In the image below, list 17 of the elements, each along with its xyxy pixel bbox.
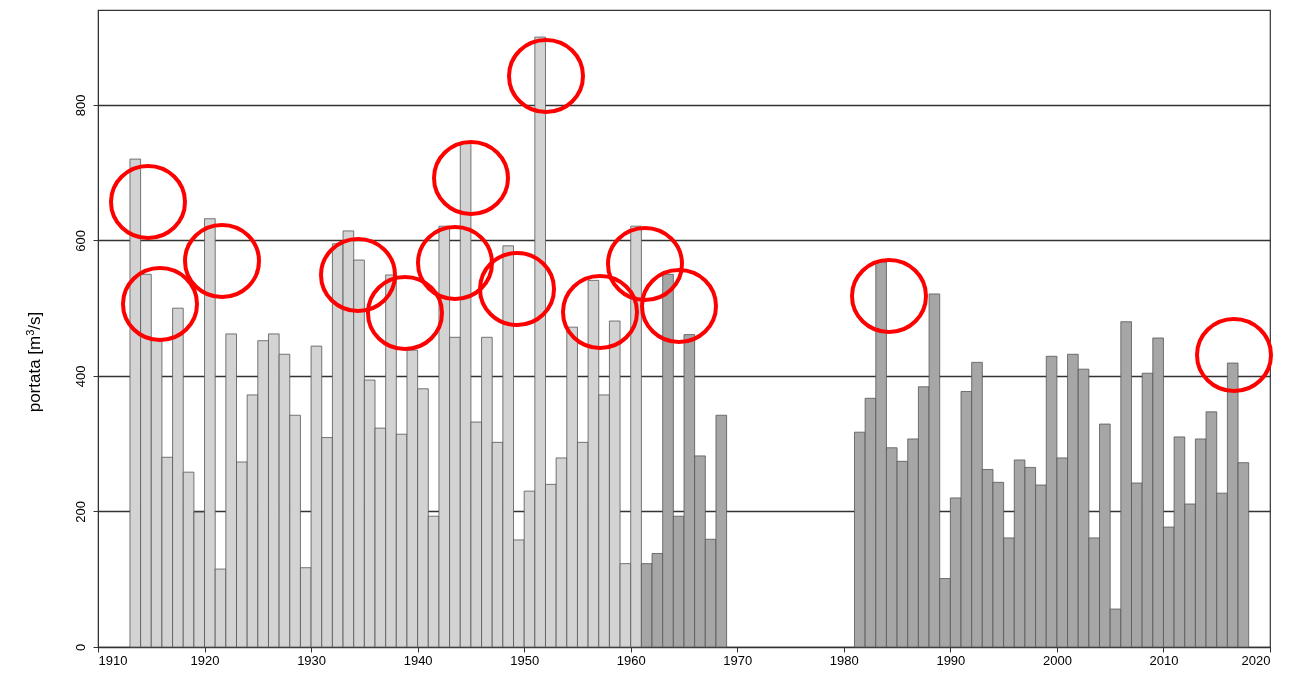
y-tick-label: 800 (72, 94, 88, 117)
y-tick-label: 0 (72, 643, 88, 652)
x-tick-label: 1910 (98, 652, 128, 668)
x-tick-label: 1940 (403, 652, 433, 668)
y-tick-label: 600 (72, 230, 88, 252)
y-tick-label: 200 (72, 501, 88, 523)
x-tick-label: 1980 (829, 652, 859, 668)
x-tick-label: 1970 (723, 652, 753, 668)
x-tick-label: 1920 (190, 652, 220, 668)
x-tick-label: 2010 (1149, 652, 1179, 668)
x-tick-label: 2020 (1241, 652, 1271, 668)
x-tick-label: 1950 (510, 652, 540, 668)
x-tick-label: 2000 (1042, 652, 1072, 668)
x-tick-label: 1930 (297, 652, 327, 668)
x-tick-label: 1960 (616, 652, 646, 668)
y-tick-label: 400 (72, 365, 88, 388)
x-tick-label: 1990 (936, 652, 966, 668)
